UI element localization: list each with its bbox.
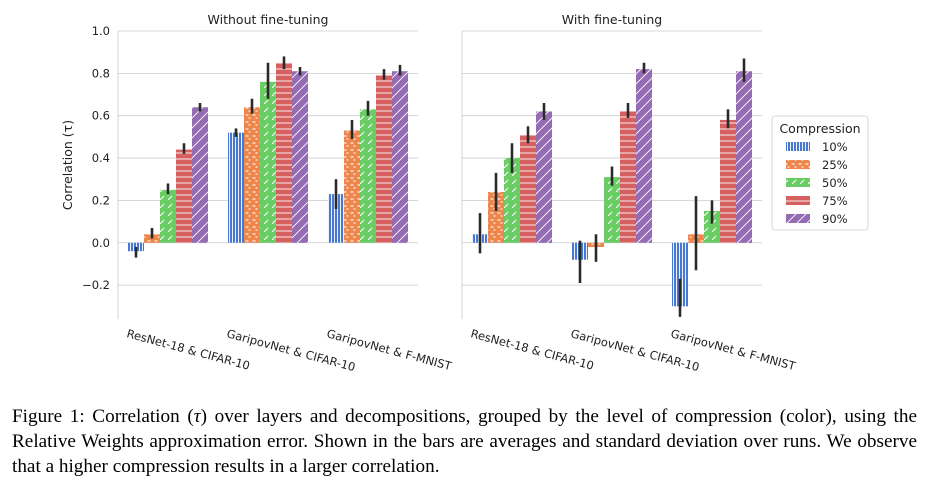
legend-label: 90% — [822, 212, 848, 226]
y-tick-label: −0.2 — [82, 278, 110, 292]
legend-swatch — [786, 214, 810, 223]
panel-title: Without fine-tuning — [208, 12, 329, 27]
figure-caption: Figure 1: Correlation (τ) over layers an… — [12, 404, 917, 479]
bar — [260, 81, 276, 243]
bar — [704, 211, 720, 243]
bar — [292, 71, 308, 243]
bar — [488, 191, 504, 243]
bar — [176, 149, 192, 243]
legend-title: Compression — [779, 121, 860, 136]
chart-panels: Correlation (τ) Without fine-tuning −0.2 0.… — [60, 12, 798, 374]
legend-swatch — [786, 178, 810, 187]
panel-without-fine-tuning: Without fine-tuning −0.2 0.0 0.2 0.4 0.6 0.8 1.… — [82, 12, 454, 374]
legend-label: 50% — [822, 176, 848, 190]
bar — [504, 158, 520, 243]
bar — [636, 69, 652, 243]
legend-swatch — [786, 196, 810, 205]
legend-swatch — [786, 160, 810, 169]
y-tick-label: 0.0 — [92, 236, 110, 250]
legend-label: 75% — [822, 194, 848, 208]
panel-title: With fine-tuning — [562, 12, 662, 27]
caption-tau-symbol: τ — [193, 406, 201, 427]
bar — [672, 242, 688, 307]
bar — [244, 107, 260, 243]
bar — [376, 75, 392, 243]
legend-label: 10% — [822, 140, 848, 154]
legend-swatch — [786, 142, 810, 151]
legend-label: 25% — [822, 158, 848, 172]
y-axis-label: Correlation (τ) — [60, 120, 75, 210]
y-tick-label: 0.6 — [92, 109, 110, 123]
bar — [620, 111, 636, 243]
bar — [228, 132, 244, 243]
legend: Compression 10% 25% 50% 75% 90% — [771, 115, 869, 231]
y-tick-label: 1.0 — [92, 24, 110, 38]
y-tick-label: 0.4 — [92, 151, 110, 165]
bar — [360, 109, 376, 243]
bar — [160, 189, 176, 243]
caption-prefix: Figure 1: Correlation ( — [12, 406, 194, 427]
bar — [328, 194, 344, 243]
bar — [276, 62, 292, 243]
bar — [536, 111, 552, 243]
bar — [392, 71, 408, 243]
y-tick-label: 0.2 — [92, 193, 110, 207]
bar — [720, 119, 736, 243]
y-tick-label: 0.8 — [92, 66, 110, 80]
correlation-figure: Correlation (τ) Without fine-tuning −0.2 0.… — [60, 12, 869, 374]
bar — [520, 134, 536, 243]
bar — [344, 130, 360, 243]
caption-suffix: ) over layers and decompositions, groupe… — [12, 406, 918, 477]
bar — [736, 71, 752, 243]
bar — [192, 107, 208, 243]
bar — [604, 177, 620, 243]
